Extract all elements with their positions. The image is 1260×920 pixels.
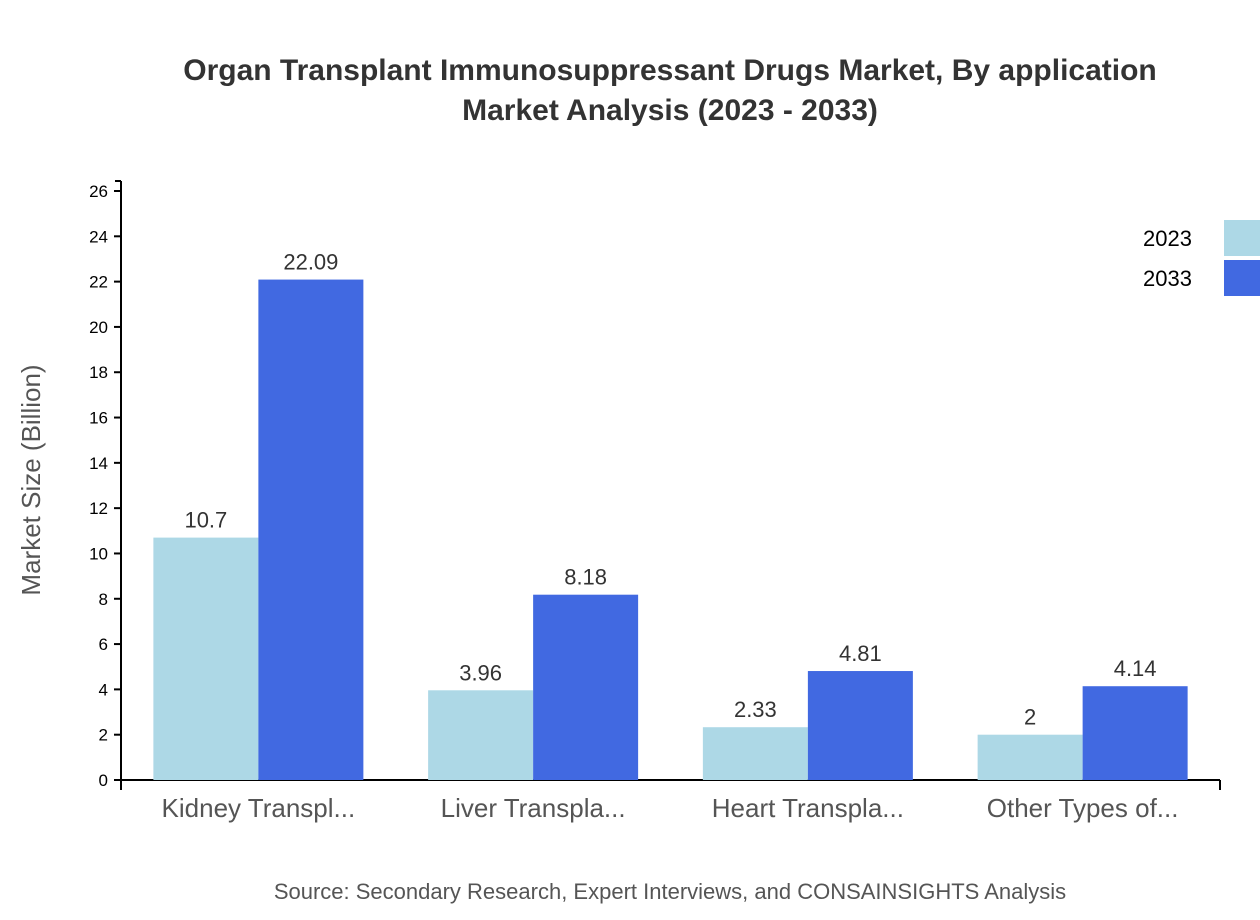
bar-2033 bbox=[1082, 686, 1188, 780]
x-axis: Kidney Transpl... Liver Transpla... Heart … bbox=[120, 779, 1221, 823]
bar-2023 bbox=[153, 537, 259, 780]
y-tick-label: 26 bbox=[89, 182, 108, 201]
y-tick-label: 10 bbox=[89, 544, 108, 563]
legend-swatch bbox=[1224, 220, 1260, 256]
bar-2033 bbox=[533, 594, 639, 780]
y-tick-label: 24 bbox=[89, 227, 108, 246]
chart-title-line-1: Organ Transplant Immunosuppressant Drugs… bbox=[183, 54, 1157, 87]
y-tick-label: 22 bbox=[89, 273, 108, 292]
data-label: 22.09 bbox=[283, 250, 338, 275]
y-tick-label: 20 bbox=[89, 318, 108, 337]
data-label: 4.14 bbox=[1114, 656, 1157, 681]
y-tick-label: 2 bbox=[99, 726, 108, 745]
legend-label: 2033 bbox=[1143, 266, 1192, 291]
y-tick-label: 12 bbox=[89, 499, 108, 518]
y-tick-label: 6 bbox=[99, 635, 108, 654]
data-label: 3.96 bbox=[459, 660, 502, 685]
legend-label: 2023 bbox=[1143, 226, 1192, 251]
bar-2023 bbox=[428, 690, 534, 780]
data-label: 4.81 bbox=[839, 641, 882, 666]
y-tick-label: 16 bbox=[89, 409, 108, 428]
data-label: 10.7 bbox=[184, 508, 227, 533]
x-tick-label: Liver Transpla... bbox=[441, 793, 626, 823]
y-tick-label: 0 bbox=[99, 771, 108, 790]
y-tick-label: 4 bbox=[99, 680, 108, 699]
bar-2023 bbox=[977, 734, 1083, 780]
data-label: 8.18 bbox=[564, 565, 607, 590]
bar-2023 bbox=[702, 727, 808, 780]
y-axis-label: Market Size (Billion) bbox=[16, 364, 46, 595]
y-tick-label: 18 bbox=[89, 363, 108, 382]
bar-2033 bbox=[258, 279, 364, 780]
legend-swatch bbox=[1224, 260, 1260, 296]
x-tick-label: Other Types of... bbox=[987, 793, 1179, 823]
chart-title-line-2: Market Analysis (2023 - 2033) bbox=[462, 94, 878, 127]
y-tick-label: 14 bbox=[89, 454, 108, 473]
bar-2033 bbox=[807, 671, 913, 780]
source-note: Source: Secondary Research, Expert Inter… bbox=[274, 879, 1066, 904]
x-tick-label: Heart Transpla... bbox=[712, 793, 904, 823]
data-label: 2.33 bbox=[734, 697, 777, 722]
y-tick-label: 8 bbox=[99, 590, 108, 609]
data-label: 2 bbox=[1024, 705, 1036, 730]
x-tick-label: Kidney Transpl... bbox=[162, 793, 356, 823]
bars: 10.7 22.09 3.96 8.18 2.33 4.81 2 4.14 bbox=[153, 250, 1188, 780]
legend: 2023 2033 bbox=[1143, 220, 1260, 296]
